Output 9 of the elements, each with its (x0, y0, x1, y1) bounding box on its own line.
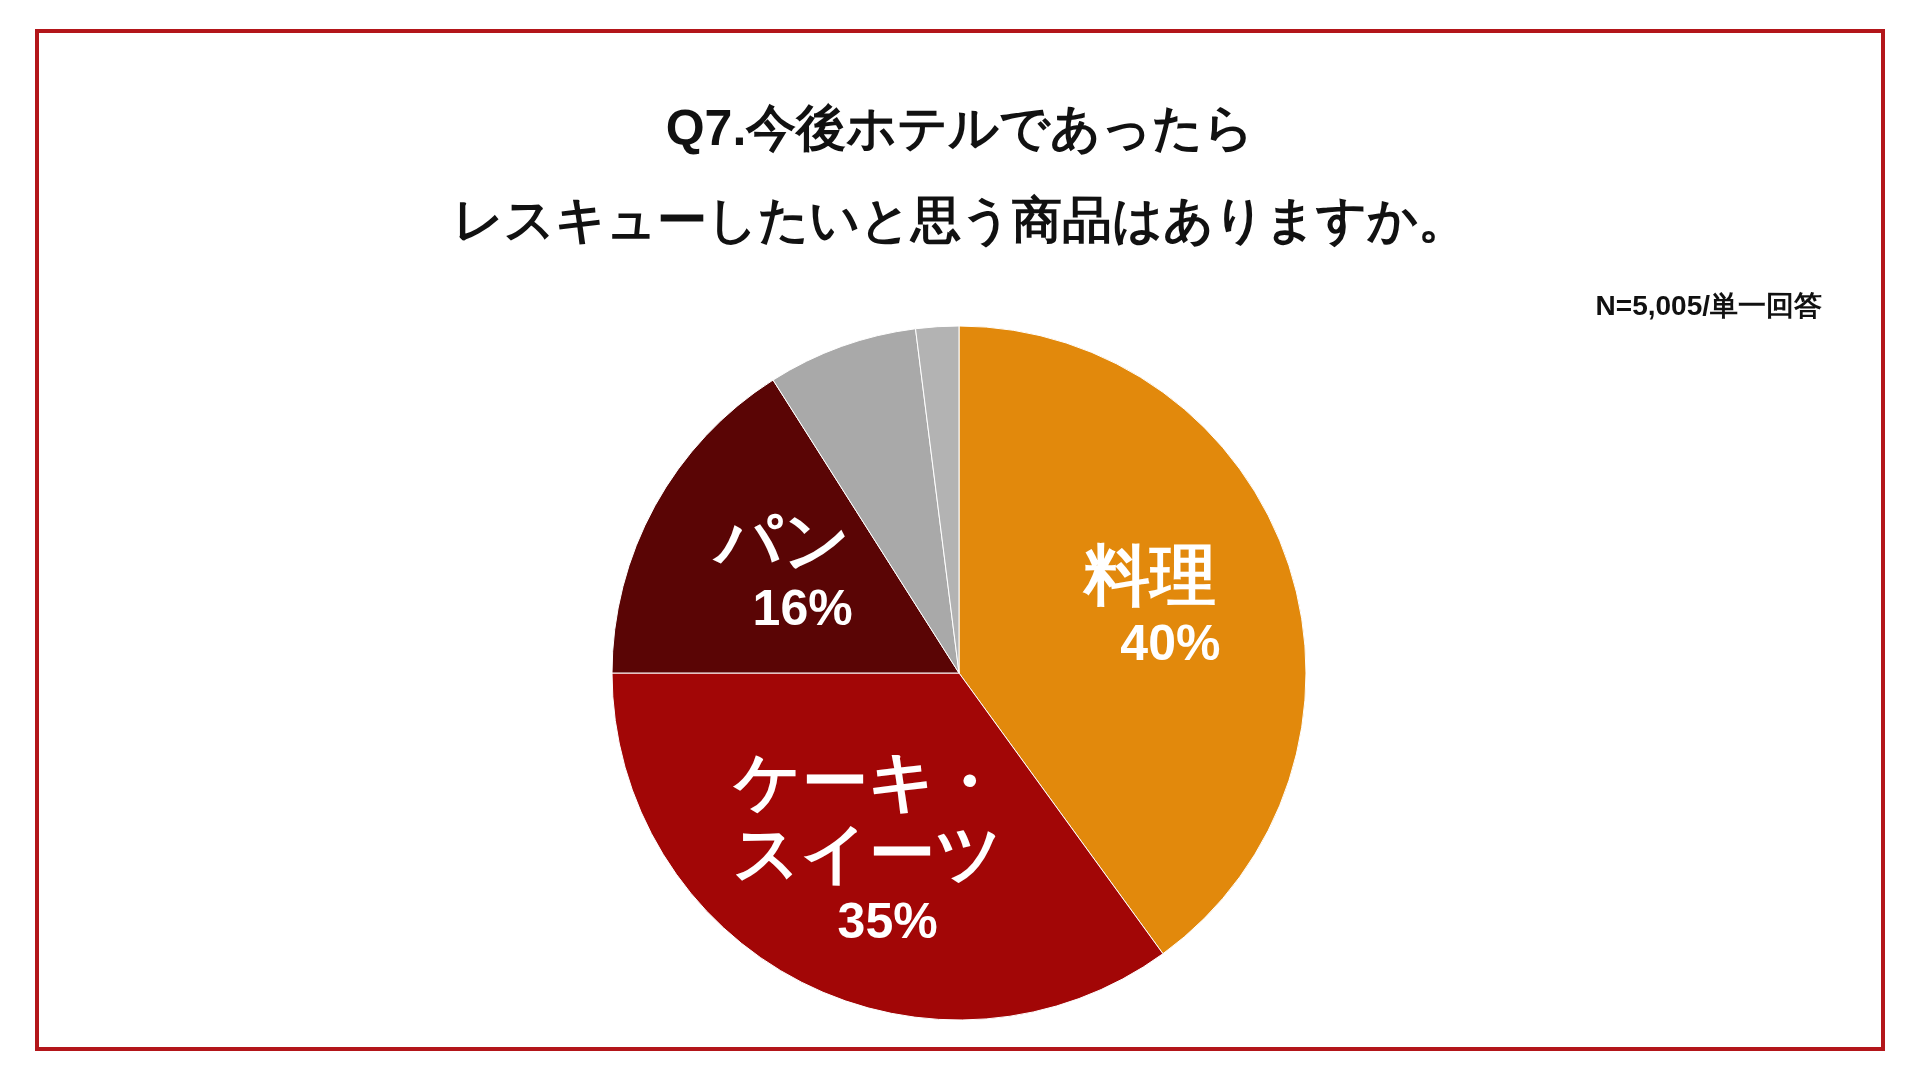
slice-label: 料理 (1082, 538, 1217, 613)
chart-subtitle: レスキューしたいと思う商品はありますか。 (452, 192, 1468, 249)
chart-title: Q7.今後ホテルであったら (665, 100, 1255, 157)
data-label: 16% (752, 580, 853, 637)
slice-label: パン (711, 503, 851, 578)
data-label: 40% (1120, 615, 1221, 672)
text: N=5,005/単一回答 (1595, 290, 1822, 322)
slice-label: ケーキ・スイーツ (731, 743, 1003, 890)
data-label: 35% (837, 892, 938, 949)
